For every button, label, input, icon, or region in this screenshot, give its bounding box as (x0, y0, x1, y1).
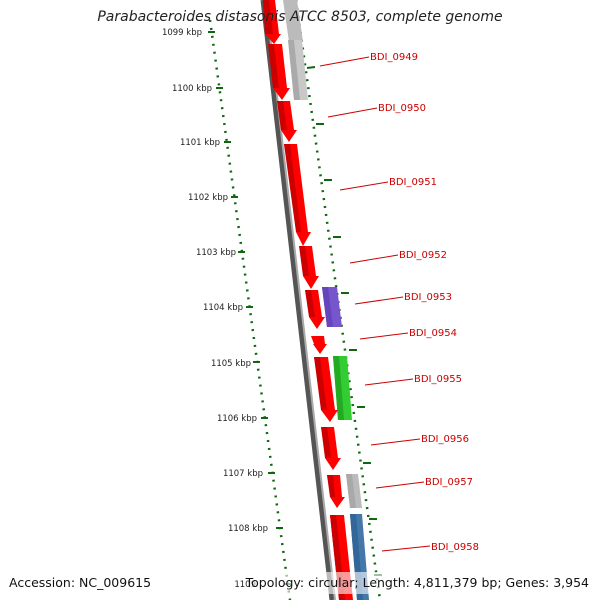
gene-label[interactable]: BDI_0956 (421, 434, 469, 445)
gene-arrow (268, 44, 290, 100)
scale-label: 1102 kbp (188, 193, 228, 203)
scale-label: 1109 (234, 580, 256, 590)
gene-arrow (314, 357, 338, 422)
scale-label: 1104 kbp (203, 303, 243, 313)
gene-arrow (305, 290, 325, 329)
leader-line (375, 481, 425, 489)
gene-label[interactable]: BDI_0951 (389, 177, 437, 188)
gene-arrow (299, 246, 319, 289)
track-dotted-line (294, 0, 382, 600)
gene-label[interactable]: BDI_0958 (431, 542, 479, 553)
gene-arrow (321, 427, 341, 470)
track-tick (306, 66, 316, 69)
leader-line (364, 378, 414, 386)
scale-label: 1108 kbp (228, 524, 268, 534)
gene-arrow (277, 101, 297, 142)
footer-backdrop (250, 572, 600, 594)
leader-line (339, 181, 389, 191)
gene-label[interactable]: BDI_0953 (404, 292, 452, 303)
gene-label[interactable]: BDI_0952 (399, 250, 447, 261)
purple-feature (322, 287, 342, 327)
gene-arrow (327, 475, 345, 508)
scale-label: 1106 kbp (217, 414, 257, 424)
green-feature (333, 356, 352, 420)
accession-text: Accession: NC_009615 (9, 575, 152, 590)
leader-line (370, 438, 421, 446)
gene-label[interactable]: BDI_0954 (409, 328, 457, 339)
gene-label[interactable]: BDI_0957 (425, 477, 473, 488)
gene-label[interactable]: BDI_0949 (370, 52, 418, 63)
leader-line (354, 296, 404, 305)
gene-label-leaders (319, 56, 431, 552)
grey-feature (346, 474, 362, 508)
leader-line (381, 545, 431, 552)
gene-label[interactable]: BDI_0950 (378, 103, 426, 114)
gene-arrow (284, 144, 311, 246)
leader-line (327, 107, 378, 118)
scale-label: 1101 kbp (180, 138, 220, 148)
scale-dotted-line (208, 19, 292, 600)
scale-ticks: 1099 kbp 1100 kbp 1101 kbp 1102 kbp 1103… (162, 28, 291, 590)
map-title: Parabacteroides distasonis ATCC 8503, co… (97, 9, 503, 25)
scale-label: 1107 kbp (223, 469, 263, 479)
scale-label: 1105 kbp (211, 359, 251, 369)
grey-feature (283, 0, 308, 100)
leader-line (359, 332, 409, 340)
scale-label: 1103 kbp (196, 248, 236, 258)
backbone-light (265, 0, 336, 600)
gene-label[interactable]: BDI_0955 (414, 374, 462, 385)
scale-label: 1100 kbp (172, 84, 212, 94)
gene-labels: BDI_0949 BDI_0950 BDI_0951 BDI_0952 BDI_… (370, 52, 479, 553)
genome-summary-text: Topology: circular; Length: 4,811,379 bp… (245, 575, 589, 590)
leader-line (349, 254, 399, 264)
gene-arrow (263, 0, 281, 44)
backbone-dark (260, 0, 335, 600)
gene-arrow (311, 336, 327, 354)
leader-line (319, 56, 370, 67)
scale-label: 1099 kbp (162, 28, 202, 38)
